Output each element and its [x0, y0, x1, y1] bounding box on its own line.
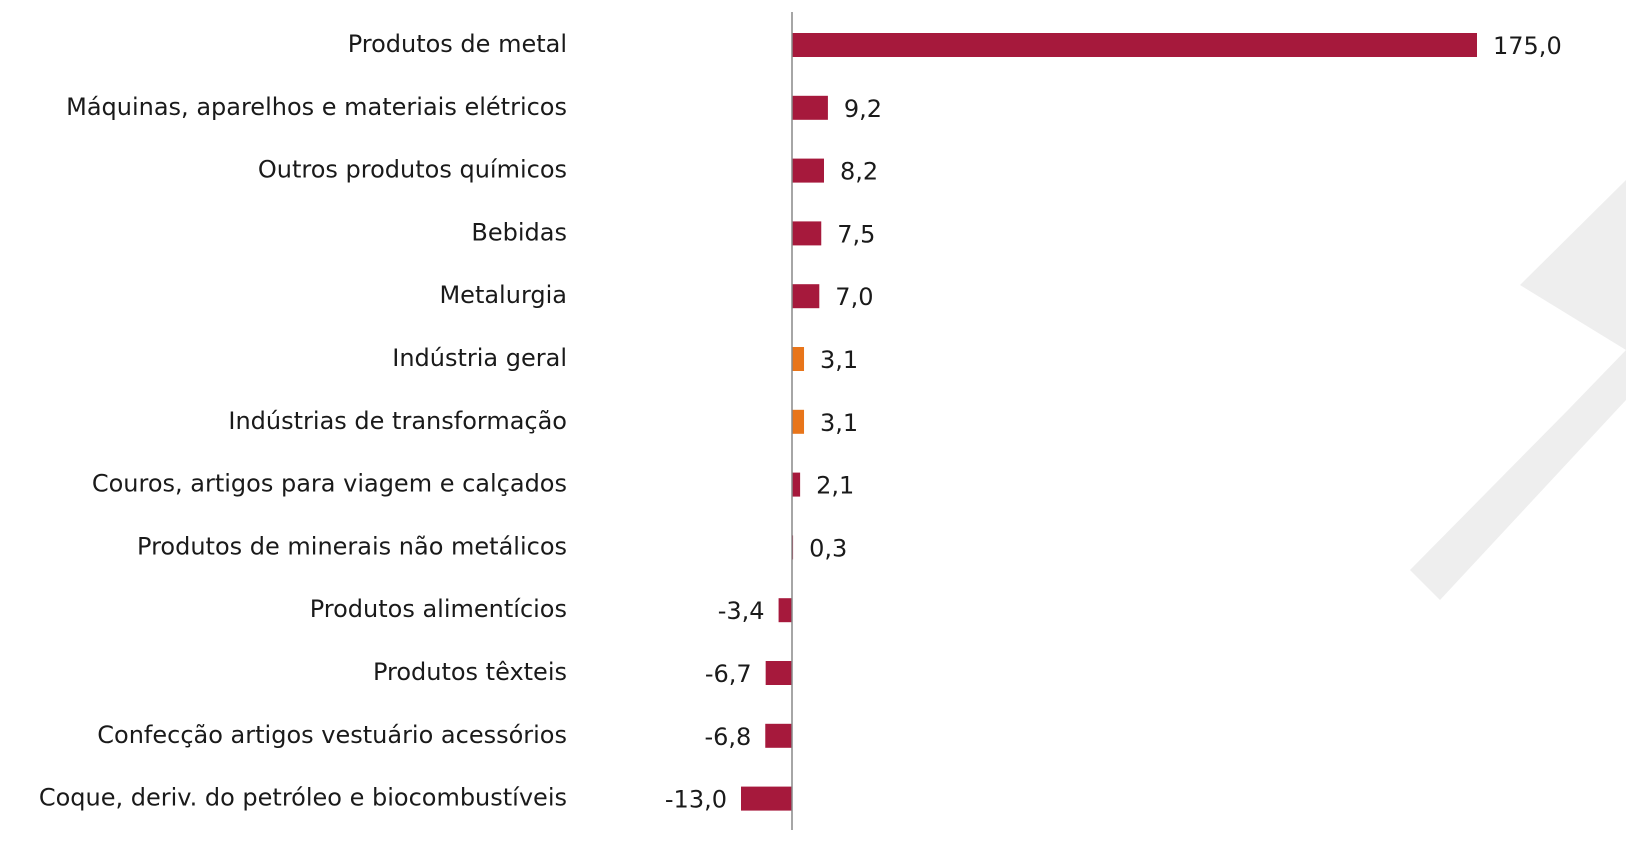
category-label: Outros produtos químicos — [258, 156, 567, 184]
value-label: 8,2 — [840, 158, 878, 186]
category-label: Metalurgia — [439, 281, 567, 309]
category-label: Máquinas, aparelhos e materiais elétrico… — [66, 93, 567, 121]
value-label: 9,2 — [844, 95, 882, 123]
category-label: Produtos de metal — [348, 30, 567, 58]
bar — [791, 95, 828, 120]
category-label: Produtos têxteis — [373, 658, 567, 686]
bar — [791, 347, 805, 371]
category-label: Produtos alimentícios — [310, 595, 567, 623]
bar — [741, 786, 792, 811]
bar — [765, 661, 792, 685]
bar — [791, 284, 820, 309]
bar — [791, 409, 805, 434]
value-label: 2,1 — [816, 472, 854, 500]
category-label: Coque, deriv. do petróleo e biocombustív… — [39, 784, 567, 812]
category-label: Indústrias de transformação — [228, 407, 567, 435]
value-label: -3,4 — [718, 597, 765, 625]
bar — [791, 158, 824, 183]
bar — [778, 598, 792, 623]
value-label: -6,7 — [705, 660, 752, 688]
value-label: 0,3 — [809, 534, 847, 562]
category-label: Indústria geral — [392, 344, 567, 372]
category-label: Couros, artigos para viagem e calçados — [92, 470, 567, 498]
value-label: 175,0 — [1493, 32, 1562, 60]
category-label: Produtos de minerais não metálicos — [137, 532, 567, 560]
value-label: 3,1 — [820, 346, 858, 374]
value-label: 7,5 — [837, 220, 875, 248]
category-label: Bebidas — [471, 218, 567, 246]
bar — [765, 723, 792, 748]
value-label: -6,8 — [704, 723, 751, 751]
bar — [791, 472, 801, 497]
value-label: 7,0 — [835, 283, 873, 311]
watermark — [1410, 180, 1626, 600]
value-label: -13,0 — [665, 786, 727, 814]
value-label: 3,1 — [820, 409, 858, 437]
bar — [791, 33, 1477, 57]
category-label: Confecção artigos vestuário acessórios — [97, 721, 567, 749]
bar — [791, 221, 822, 246]
